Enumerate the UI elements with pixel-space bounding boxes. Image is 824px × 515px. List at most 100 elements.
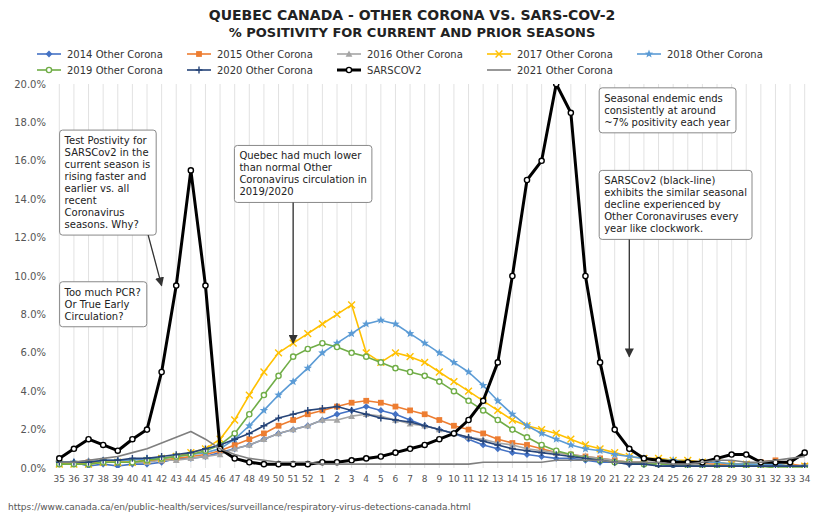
legend-entry: SARSCOV2 <box>337 65 422 76</box>
point <box>71 446 76 451</box>
legend-label: 2019 Other Corona <box>67 65 163 76</box>
legend-entry: 2014 Other Corona <box>37 49 163 60</box>
annotation-line: Circulation? <box>65 311 124 322</box>
annotation-line: year like clockwork. <box>604 223 703 234</box>
x-tick-label: 42 <box>156 474 167 484</box>
point <box>495 360 500 365</box>
point <box>304 407 311 414</box>
grid-line <box>775 84 776 468</box>
point <box>320 341 325 346</box>
annotation-arrow <box>293 202 294 343</box>
legend-marker <box>196 51 202 57</box>
point <box>232 431 237 436</box>
point <box>729 463 734 468</box>
point <box>393 366 398 371</box>
point <box>347 329 355 337</box>
source-note: https://www.canada.ca/en/public-health/s… <box>8 502 471 512</box>
point <box>261 436 268 443</box>
point <box>348 407 355 414</box>
grid-line <box>804 84 805 468</box>
point <box>421 422 428 429</box>
annotation-line: ~7% positivity each year <box>604 117 731 128</box>
legend-swatch <box>487 69 511 71</box>
point <box>101 442 106 447</box>
point <box>84 458 92 466</box>
y-tick-label: 4.0% <box>21 386 46 397</box>
subtitle: % POSITIVITY FOR CURRENT AND PRIOR SEASO… <box>229 25 596 40</box>
y-tick-label: 6.0% <box>21 347 46 358</box>
point <box>743 463 750 468</box>
annotation-line: earlier vs. all <box>65 183 130 194</box>
point <box>172 452 180 460</box>
series-line <box>59 432 804 465</box>
x-tick-label: 50 <box>273 474 285 484</box>
grid-line <box>249 84 250 468</box>
point <box>363 398 369 404</box>
point <box>159 369 164 374</box>
grid-line <box>746 84 747 468</box>
point <box>466 398 471 403</box>
point <box>494 442 501 449</box>
grid-line <box>570 84 571 468</box>
point <box>393 450 398 455</box>
grid-line <box>717 84 718 468</box>
x-tick-label: 47 <box>229 474 240 484</box>
series-line <box>59 407 804 467</box>
point <box>800 462 808 468</box>
x-tick-label: 20 <box>594 474 606 484</box>
grid-line <box>293 84 294 468</box>
annotation-line: Coronavirus <box>65 207 125 218</box>
series <box>57 84 808 467</box>
grid-line <box>614 84 615 468</box>
point <box>276 373 281 378</box>
x-tick-label: 34 <box>799 474 811 484</box>
point <box>187 449 194 456</box>
x-tick-label: 37 <box>83 474 94 484</box>
point <box>435 348 443 356</box>
point <box>261 369 268 376</box>
point <box>744 463 749 468</box>
point <box>481 408 486 413</box>
x-tick-label: 18 <box>565 474 577 484</box>
x-tick-label: 35 <box>54 474 65 484</box>
grid-line <box>658 84 659 468</box>
point <box>392 349 399 356</box>
legend-label: 2015 Other Corona <box>217 49 313 60</box>
annotation-line: seasons. Why? <box>65 219 139 230</box>
point <box>144 427 149 432</box>
grid-line <box>731 84 732 468</box>
annotation-line: rising faster and <box>65 171 147 182</box>
point <box>99 456 107 464</box>
point <box>494 407 501 414</box>
point <box>436 426 443 433</box>
point <box>378 360 383 365</box>
point <box>539 158 544 163</box>
annotation-line: 2019/2020 <box>239 186 293 197</box>
point <box>304 330 311 337</box>
point <box>231 445 238 451</box>
annotation-line: than normal Other <box>239 162 332 173</box>
point <box>567 453 574 460</box>
legend-entry: 2019 Other Corona <box>37 65 163 76</box>
point <box>802 450 807 455</box>
point <box>291 354 296 359</box>
point <box>349 458 354 463</box>
point <box>391 320 399 328</box>
x-tick-label: 9 <box>436 474 442 484</box>
grid-line <box>424 84 425 468</box>
point <box>553 451 560 458</box>
annotation-line: consistently at around <box>604 105 716 116</box>
x-axis: 3536373839404142434445464748495051521234… <box>54 474 811 484</box>
point <box>538 449 545 456</box>
y-tick-label: 0.0% <box>21 463 46 474</box>
grid-line <box>453 84 454 468</box>
point <box>466 427 472 433</box>
point <box>290 417 296 423</box>
point <box>378 400 384 406</box>
annotation-text: Seasonal endemic endsconsistently at aro… <box>604 93 731 128</box>
point <box>509 445 516 452</box>
point <box>115 448 120 453</box>
point <box>202 445 209 452</box>
grid-line <box>190 84 191 468</box>
point <box>392 417 399 424</box>
